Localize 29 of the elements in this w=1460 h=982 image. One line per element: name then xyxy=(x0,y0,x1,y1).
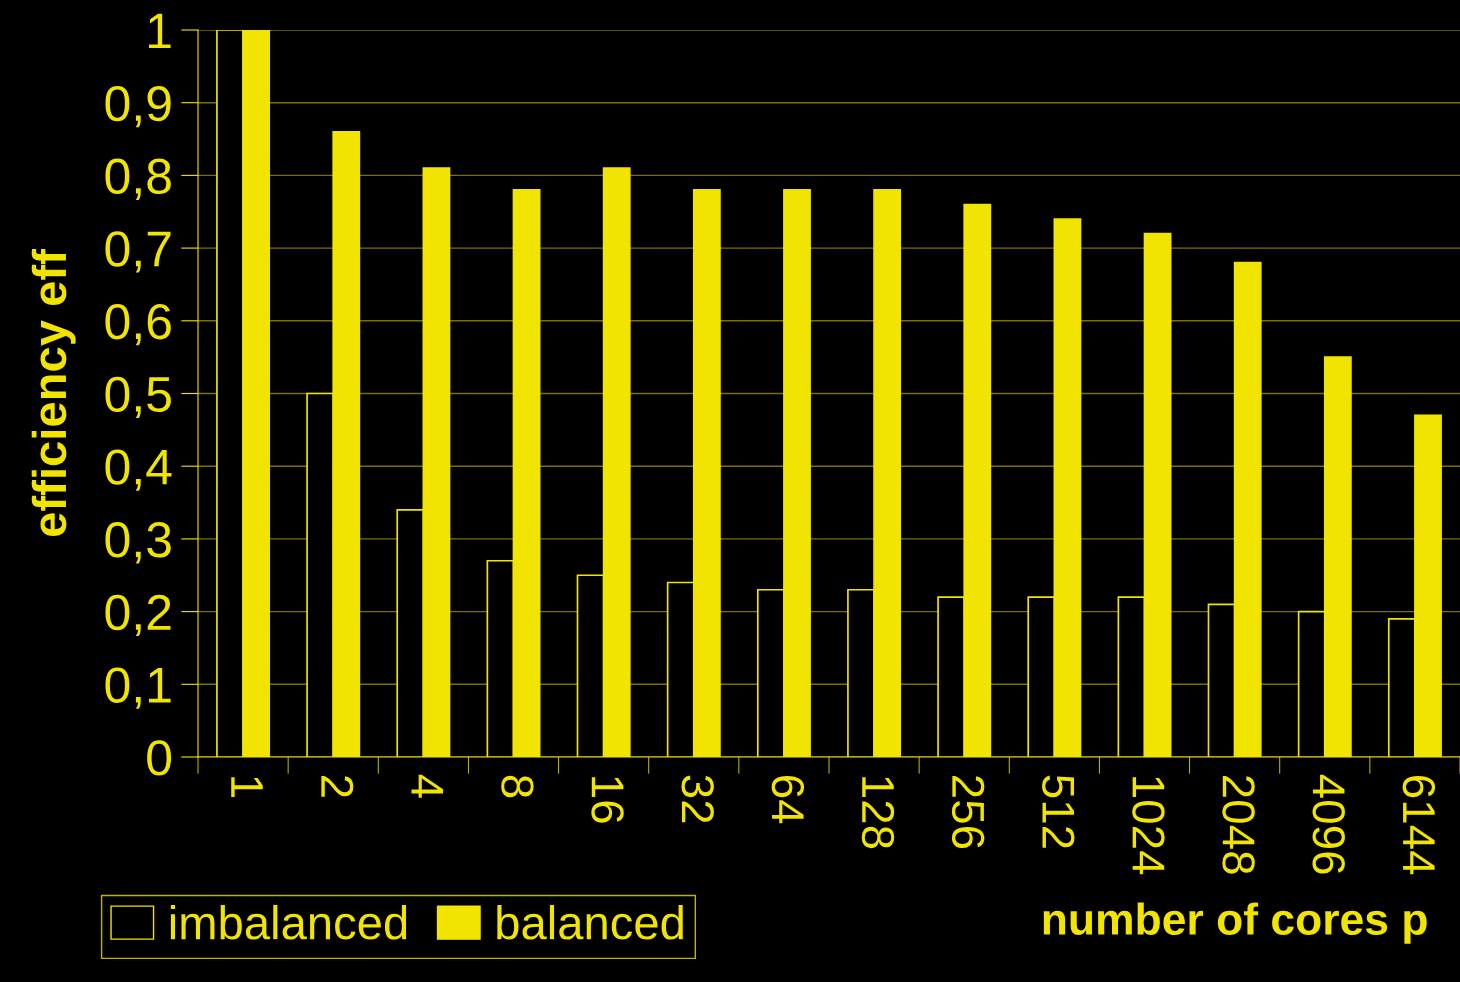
y-tick-label: 0,1 xyxy=(105,667,171,709)
y-tick-label: 0,9 xyxy=(105,85,171,128)
legend-label: imbalanced xyxy=(170,904,407,940)
x-tick-label: 4 xyxy=(411,774,444,798)
y-tick-label: 0,3 xyxy=(105,522,171,564)
y-tick-label: 0 xyxy=(147,740,172,776)
x-tick-label: 1024 xyxy=(1132,777,1165,875)
x-tick-label: 6144 xyxy=(1402,775,1436,875)
x-tick-label: 2 xyxy=(321,775,354,797)
x-tick-label: 512 xyxy=(1042,775,1075,848)
y-tick-label: 0,2 xyxy=(105,594,171,637)
x-tick-label: 4096 xyxy=(1312,774,1345,874)
x-tick-label: 2048 xyxy=(1222,775,1255,874)
y-tick-label: 0,4 xyxy=(105,449,172,491)
y-tick-label: 0,5 xyxy=(105,376,171,419)
x-tick-label: 8 xyxy=(501,775,534,798)
x-axis-title: number of cores p xyxy=(1043,902,1427,944)
y-tick-label: 1 xyxy=(149,13,171,49)
x-tick-label: 64 xyxy=(771,775,805,824)
legend-label: balanced xyxy=(497,904,683,940)
x-tick-label: 16 xyxy=(591,777,624,823)
y-tick-label: 0,8 xyxy=(105,158,171,200)
y-tick-label: 0,7 xyxy=(105,231,171,273)
y-axis-title: efficiency eff xyxy=(31,249,76,536)
x-tick-label: 256 xyxy=(951,775,985,849)
x-tick-label: 128 xyxy=(861,777,895,849)
y-tick-label: 0,6 xyxy=(105,304,171,346)
x-tick-label: 1 xyxy=(231,777,263,797)
x-tick-label: 32 xyxy=(681,775,714,823)
